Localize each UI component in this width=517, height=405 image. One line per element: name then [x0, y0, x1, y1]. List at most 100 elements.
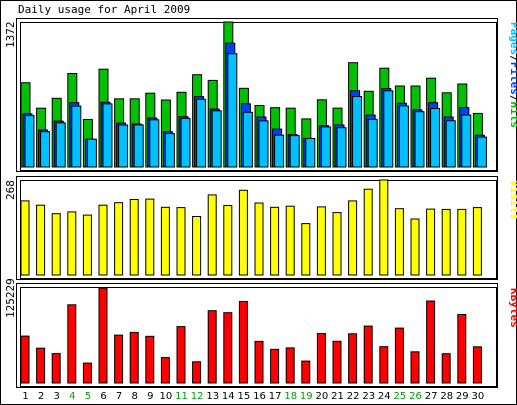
kbytes-bar: [472, 346, 482, 384]
svg-text:Pages/Files/Hits: Pages/Files/Hits: [508, 22, 517, 128]
visits-bar: [160, 206, 170, 276]
kbytes-bar: [176, 326, 186, 384]
hits-y-max-label: 1372: [4, 22, 17, 49]
visits-bar: [176, 207, 186, 276]
day-label: 18: [284, 391, 297, 402]
kbytes-bar: [270, 348, 280, 384]
pages-bar: [352, 96, 363, 168]
day-label: 30: [472, 391, 485, 402]
pages-bar: [445, 120, 456, 168]
kbytes-bar: [394, 327, 404, 384]
visits-bar: [457, 208, 467, 276]
day-label: 14: [222, 391, 235, 402]
pages-bar: [367, 118, 378, 168]
x-axis-day-labels: 1 2 3 4 5 6 7 8 9 10 11 12 13 14 15 16 17 18 19 20 21 22 23 24 2…: [22, 391, 484, 402]
kbytes-bar: [114, 334, 124, 384]
day-label: 9: [147, 391, 153, 402]
kbytes-bar: [51, 353, 61, 384]
kbytes-panel-frame: [16, 283, 498, 388]
day-label: 28: [440, 391, 453, 402]
day-label: 2: [38, 391, 44, 402]
pages-bar: [476, 136, 487, 168]
day-label: 21: [331, 391, 344, 402]
kbytes-bar: [410, 351, 420, 384]
kbytes-bar: [316, 333, 326, 384]
visits-panel-frame: [16, 176, 498, 280]
visits-bar: [20, 200, 30, 276]
pages-bar: [430, 108, 441, 168]
visits-bar: [332, 212, 342, 276]
day-label: 22: [347, 391, 360, 402]
visits-bar: [301, 223, 311, 276]
pages-bar: [336, 127, 347, 168]
kbytes-bar: [160, 357, 170, 384]
pages-bar: [86, 138, 97, 168]
pages-bar: [274, 134, 285, 168]
kbytes-legend: KBytes: [508, 288, 517, 328]
kbytes-bar: [254, 340, 264, 384]
legend-hits: Hits: [508, 102, 517, 129]
day-label: 24: [378, 391, 391, 402]
day-label: 19: [300, 391, 313, 402]
legend-visits: Visits: [508, 180, 517, 220]
kbytes-y-max-label: 125229: [4, 278, 17, 318]
kbytes-bar: [301, 360, 311, 384]
day-label: 27: [425, 391, 438, 402]
visits-legend: Visits: [508, 180, 517, 220]
kbytes-bar: [363, 325, 373, 384]
kbytes-bar: [285, 347, 295, 384]
day-label: 29: [456, 391, 469, 402]
kbytes-bar: [238, 301, 248, 384]
day-label: 1: [22, 391, 28, 402]
kbytes-bar: [36, 347, 46, 384]
kbytes-bar: [20, 335, 30, 384]
pages-bar: [414, 111, 425, 168]
day-label: 4: [69, 391, 75, 402]
pages-bar: [383, 90, 394, 168]
visits-bar: [98, 204, 108, 276]
day-label: 3: [54, 391, 60, 402]
day-label: 5: [85, 391, 91, 402]
pages-bar: [180, 117, 191, 168]
kbytes-bar: [223, 312, 233, 384]
pages-bar: [24, 115, 35, 168]
day-label: 12: [191, 391, 204, 402]
visits-bar: [270, 206, 280, 276]
pages-bar: [211, 110, 222, 168]
day-label: 15: [238, 391, 251, 402]
kbytes-bar: [441, 353, 451, 384]
pages-bar: [196, 98, 207, 168]
hits-legend: Pages/Files/Hits: [508, 22, 517, 128]
visits-bar: [472, 207, 482, 276]
visits-bar: [129, 199, 139, 276]
legend-separator-2: /: [508, 95, 517, 102]
kbytes-bar: [457, 314, 467, 384]
day-label: 8: [132, 391, 138, 402]
legend-files: Files: [508, 62, 517, 95]
kbytes-bar: [82, 362, 92, 384]
visits-bar: [363, 188, 373, 276]
day-label: 26: [409, 391, 422, 402]
visits-bar: [441, 208, 451, 276]
kbytes-bar: [192, 361, 202, 384]
day-label: 25: [394, 391, 407, 402]
chart-bars: [20, 21, 487, 384]
day-label: 13: [206, 391, 219, 402]
visits-bar: [192, 216, 202, 276]
chart-title: Daily usage for April 2009: [18, 3, 190, 16]
pages-bar: [398, 105, 409, 168]
visits-bar: [426, 208, 436, 276]
kbytes-bar: [207, 310, 217, 384]
kbytes-bar: [67, 304, 77, 384]
pages-bar: [227, 53, 238, 168]
legend-pages: Pages: [508, 22, 517, 55]
day-label: 11: [175, 391, 188, 402]
pages-bar: [40, 131, 51, 168]
pages-bar: [258, 120, 269, 168]
visits-bar: [316, 206, 326, 276]
visits-bar: [394, 208, 404, 276]
kbytes-bar: [379, 346, 389, 384]
day-label: 23: [362, 391, 375, 402]
